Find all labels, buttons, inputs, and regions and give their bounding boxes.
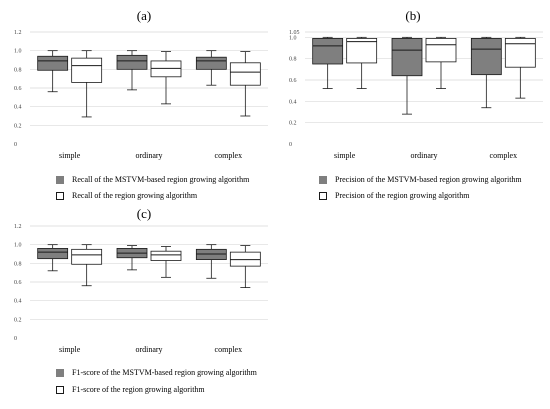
legend-label: Recall of the MSTVM-based region growing…	[72, 175, 250, 184]
y-tick-label: 0.4	[14, 299, 22, 305]
y-tick-label: 0.4	[289, 99, 297, 105]
box-plot-svg: 0 0.2 0.4 0.6 0.8 1.0 1.2 simple ordinary complex	[14, 224, 268, 354]
box-iqr	[504, 37, 536, 68]
box-iqr	[425, 37, 457, 63]
box-iqr	[391, 37, 423, 77]
chart-panel-b: (b) 0 0.2 0.4 0.6 0.8 1.0 1.05 simple ordinary co…	[275, 0, 550, 205]
y-tick-label: 1.2	[14, 30, 22, 36]
box-iqr	[195, 56, 227, 70]
x-category-label: simple	[59, 151, 81, 160]
legend-swatch-dark	[56, 175, 64, 184]
legend-label: Precision of the region growing algorith…	[335, 191, 470, 200]
x-category-label: ordinary	[135, 345, 162, 354]
box-iqr	[229, 62, 261, 86]
legend-swatch-light	[56, 191, 64, 200]
y-tick-label: 0.8	[14, 67, 22, 73]
y-tick-label: 0.8	[289, 57, 297, 63]
y-tick-label: 1.2	[14, 224, 22, 230]
legend-item-dark: Recall of the MSTVM-based region growing…	[56, 175, 249, 184]
x-category-label: complex	[215, 151, 243, 160]
y-tick-label: 1.0	[14, 243, 22, 249]
legend-label: F1-score of the region growing algorithm	[72, 385, 205, 394]
legend-item-dark: Precision of the MSTVM-based region grow…	[319, 175, 522, 184]
y-tick-label: 0.2	[14, 317, 22, 323]
legend-swatch-dark	[56, 368, 64, 377]
y-tick-label: 1.0	[289, 35, 297, 41]
panel-letter: (b)	[405, 8, 421, 23]
box-iqr	[71, 248, 103, 265]
y-tick-label: 0.2	[289, 121, 297, 127]
y-tick-label: 0.2	[14, 123, 22, 129]
x-category-label: simple	[59, 345, 81, 354]
box-plot-svg: 0 0.2 0.4 0.6 0.8 1.01.05 simple ordinary comple…	[289, 30, 543, 160]
legend-item-light: Precision of the region growing algorith…	[319, 191, 469, 200]
box-iqr	[116, 54, 148, 70]
legend-item-light: F1-score of the region growing algorithm	[56, 385, 205, 394]
y-tick-label: 0	[289, 142, 292, 148]
y-tick-label: 0.8	[14, 261, 22, 267]
y-tick-label: 0.6	[14, 86, 22, 92]
legend-label: Recall of the region growing algorithm	[72, 191, 198, 200]
box-iqr	[71, 57, 103, 83]
legend-swatch-dark	[319, 175, 327, 184]
x-category-label: simple	[334, 151, 356, 160]
box-iqr	[470, 37, 502, 76]
box-iqr	[346, 37, 378, 64]
legend-item-dark: F1-score of the MSTVM-based region growi…	[56, 368, 257, 377]
y-tick-label: 0.4	[14, 105, 22, 111]
x-category-label: ordinary	[135, 151, 162, 160]
y-tick-label: 0	[14, 142, 17, 148]
box-plot-svg: 0 0.2 0.4 0.6 0.8 1.0 1.2 simple ordinary complex	[14, 30, 268, 160]
y-tick-label: 0.6	[14, 280, 22, 286]
panel-letter: (a)	[136, 8, 152, 23]
y-tick-label: 0.6	[289, 78, 297, 84]
y-tick-label: 0	[14, 336, 17, 342]
box-iqr	[37, 247, 69, 260]
legend-label: Precision of the MSTVM-based region grow…	[335, 175, 522, 184]
box-iqr	[150, 250, 182, 261]
chart-panel-c: (c) 0 0.2 0.4 0.6 0.8 1.0 1.2 simple ordinary com…	[0, 202, 275, 409]
y-tick-label: 1.0	[14, 49, 22, 55]
panel-letter: (c)	[136, 206, 152, 221]
legend-swatch-light	[56, 385, 64, 394]
legend-label: F1-score of the MSTVM-based region growi…	[72, 368, 257, 377]
x-category-label: complex	[490, 151, 518, 160]
x-category-label: complex	[215, 345, 243, 354]
legend-swatch-light	[319, 191, 327, 200]
box-iqr	[312, 37, 344, 65]
x-category-label: ordinary	[410, 151, 437, 160]
legend-item-light: Recall of the region growing algorithm	[56, 191, 197, 200]
y-tick-label: 1.05	[289, 30, 300, 36]
chart-panel-a: (a) 0 0.2 0.4 0.6 0.8 1.0 1.2 simple ordinary com…	[0, 0, 275, 205]
box-iqr	[37, 55, 69, 71]
